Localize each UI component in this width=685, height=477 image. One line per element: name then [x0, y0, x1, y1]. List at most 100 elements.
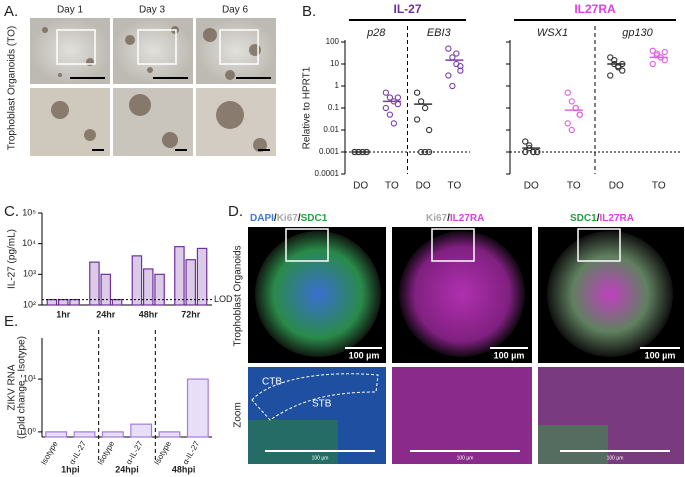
- panel-label: A.: [4, 3, 18, 20]
- zoom-box: [285, 228, 621, 262]
- data-point: [382, 89, 390, 96]
- panel-a: Day 1 Day 3 Day 6 Trophoblast Organoids …: [7, 5, 276, 156]
- data-point: [449, 82, 456, 90]
- scale-bar: [265, 347, 680, 452]
- x-tick-label: DO: [353, 181, 368, 192]
- bar: [45, 431, 68, 438]
- x-tick-label: 72hr: [181, 309, 201, 319]
- group-label: 1hpi: [61, 464, 80, 474]
- x-tick-label: TO: [448, 181, 462, 192]
- scale-bar: [70, 77, 271, 151]
- group-label: gp130: [622, 27, 653, 39]
- chart-title: IL27RA: [574, 2, 616, 16]
- y-tick-label: 10⁴: [22, 238, 36, 248]
- day-label: Day 6: [222, 5, 249, 16]
- y-tick-label: 10²: [23, 299, 36, 309]
- y-tick-label: 10³: [23, 269, 36, 279]
- channel: DAPI: [250, 213, 274, 224]
- data-point: [425, 148, 433, 156]
- data-point: [445, 45, 452, 52]
- x-tick-label: α-IL-27: [67, 439, 88, 466]
- data-point: [445, 72, 452, 79]
- scale-label: 100 µm: [349, 350, 380, 360]
- bar: [158, 431, 181, 438]
- channel: Ki67: [277, 213, 299, 224]
- micrograph: [30, 18, 110, 84]
- organoid: [399, 231, 525, 357]
- bar: [174, 246, 185, 306]
- y-axis-label: IL-27 (pg/mL): [7, 229, 18, 289]
- data-point: [568, 126, 575, 134]
- sep: /: [274, 213, 277, 224]
- data-point: [453, 50, 460, 57]
- bar: [46, 298, 58, 306]
- data-point: [530, 148, 537, 156]
- sep: /: [447, 213, 450, 224]
- x-tick-label: TO: [652, 181, 666, 192]
- y-tick-label: 0.001: [319, 147, 340, 156]
- data-point: [394, 94, 402, 101]
- y-axis-label: (Fold change - Isotype): [17, 336, 28, 439]
- y-tick-label: 100: [326, 37, 340, 46]
- channel: SDC1: [570, 213, 597, 224]
- panel-label: C.: [4, 203, 19, 220]
- channel: IL27RA: [450, 213, 484, 224]
- row-label: Trophoblast Organoids (TO): [7, 26, 18, 151]
- group-label: EBI3: [427, 27, 452, 39]
- zoom-texture: [248, 420, 338, 464]
- reference-label: LOD: [214, 294, 233, 304]
- channel: IL27RA: [599, 213, 633, 224]
- zoom-image: [392, 367, 532, 464]
- sep: /: [298, 213, 301, 224]
- data-point: [386, 94, 394, 101]
- data-point: [457, 67, 464, 74]
- y-tick-label: 10: [330, 59, 339, 68]
- data-point: [522, 148, 529, 156]
- y-tick-label: 0.01: [323, 125, 339, 134]
- data-point: [607, 72, 614, 79]
- data-point: [619, 67, 626, 74]
- bar: [89, 261, 100, 306]
- data-point: [564, 120, 571, 127]
- scale-label: 100 µm: [645, 350, 676, 360]
- x-tick-label: 48hr: [139, 309, 159, 319]
- bar: [130, 423, 153, 438]
- channel-header: DAPI/Ki67/SDC1: [250, 213, 328, 224]
- bar: [57, 298, 69, 306]
- data-point: [386, 111, 394, 118]
- group-label: 48hpi: [172, 464, 196, 474]
- bar: [196, 247, 208, 306]
- bar: [131, 255, 143, 306]
- data-point: [457, 62, 464, 70]
- channel: Ki67: [426, 213, 448, 224]
- x-tick-label: 24hr: [96, 309, 116, 319]
- group-label: WSX1: [537, 27, 568, 39]
- panel-d: DAPI/Ki67/SDC1 Ki67/IL27RA SDC1/IL27RA T…: [233, 213, 684, 464]
- bar: [185, 259, 197, 306]
- micrograph: [113, 18, 193, 84]
- x-tick-label: TO: [567, 181, 581, 192]
- data-point: [568, 98, 575, 105]
- x-tick-label: α-IL-27: [181, 439, 202, 466]
- y-tick-label: 10¹: [23, 373, 36, 383]
- region-label: CTB: [262, 377, 282, 388]
- y-axis-label: ZIKV RNA: [7, 364, 18, 410]
- chart-title: IL-27: [393, 2, 421, 16]
- day-label: Day 1: [57, 5, 84, 16]
- organoid: [255, 231, 381, 357]
- panel-label: E.: [4, 313, 18, 330]
- sep: /: [597, 213, 600, 224]
- scale-label: 100 µm: [607, 455, 624, 461]
- zoom-box: [56, 29, 259, 65]
- channel-header: SDC1/IL27RA: [570, 213, 634, 224]
- data-point: [417, 148, 425, 156]
- data-point: [611, 56, 618, 64]
- data-point: [534, 148, 541, 156]
- row-label: Zoom: [233, 402, 244, 428]
- x-tick-label: DO: [416, 181, 431, 192]
- x-tick-label: Isotype: [39, 439, 60, 466]
- day-label: Day 3: [139, 5, 166, 16]
- data-point: [417, 98, 425, 105]
- data-point: [390, 120, 398, 127]
